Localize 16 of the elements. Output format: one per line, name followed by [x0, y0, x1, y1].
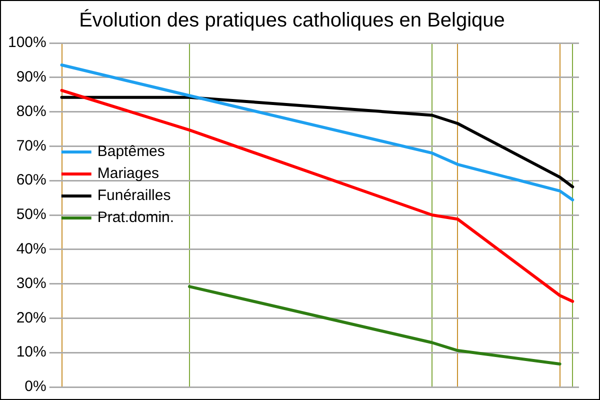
y-tick-label: 70%: [16, 137, 46, 154]
legend-label: Funérailles: [97, 187, 171, 204]
legend-label: Mariages: [97, 165, 160, 182]
y-tick-label: 60%: [16, 172, 46, 189]
y-tick-label: 10%: [16, 344, 46, 361]
legend-label: Baptêmes: [97, 143, 165, 160]
y-tick-label: 80%: [16, 102, 46, 120]
y-tick-label: 90%: [16, 68, 46, 86]
y-tick-label: 30%: [16, 274, 46, 292]
y-tick-label: 40%: [16, 240, 46, 258]
legend-label: Prat.domin.: [97, 209, 174, 226]
y-tick-label: 50%: [16, 206, 46, 224]
y-tick-label: 0%: [24, 378, 46, 396]
chart-title: Évolution des pratiques catholiques en Belgique: [79, 8, 505, 32]
y-tick-label: 100%: [8, 34, 46, 52]
y-tick-label: 20%: [16, 309, 46, 326]
